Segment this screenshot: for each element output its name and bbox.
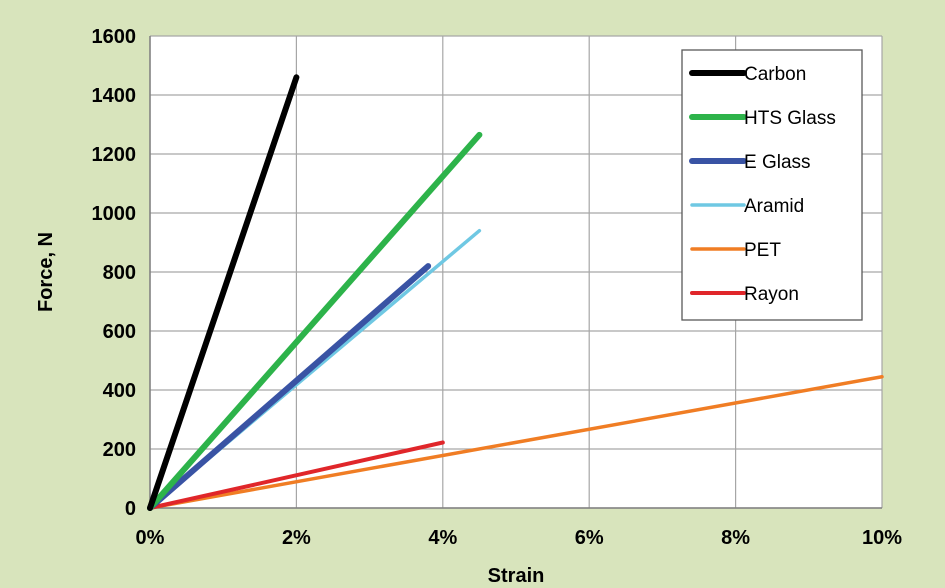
x-tick-label: 10% xyxy=(862,527,902,549)
series-line-hts-glass xyxy=(147,131,483,511)
legend-label: HTS Glass xyxy=(744,108,836,129)
y-tick-label: 1400 xyxy=(92,85,137,107)
x-axis-title: Strain xyxy=(488,565,545,587)
legend-label: E Glass xyxy=(744,152,811,173)
legend-label: Carbon xyxy=(744,64,806,85)
series-line-e-glass xyxy=(147,263,432,511)
y-tick-label: 1000 xyxy=(92,203,137,225)
legend-box xyxy=(681,49,863,321)
y-tick-label: 800 xyxy=(103,262,136,284)
legend-label: Rayon xyxy=(744,284,799,305)
y-tick-label: 400 xyxy=(103,380,136,402)
y-tick-label: 600 xyxy=(103,321,136,343)
series-line-carbon xyxy=(147,74,300,511)
x-tick-label: 4% xyxy=(428,527,457,549)
y-tick-label: 200 xyxy=(103,439,136,461)
y-axis-title: Force, N xyxy=(35,232,57,312)
y-tick-label: 1200 xyxy=(92,144,137,166)
x-tick-label: 0% xyxy=(136,527,165,549)
y-tick-label: 1600 xyxy=(92,26,137,48)
series-line-rayon xyxy=(148,440,445,510)
x-tick-label: 6% xyxy=(575,527,604,549)
series-line-pet xyxy=(148,374,884,510)
legend-label: PET xyxy=(744,240,781,261)
x-tick-label: 8% xyxy=(721,527,750,549)
legend-label: Aramid xyxy=(744,196,804,217)
x-tick-label: 2% xyxy=(282,527,311,549)
y-tick-label: 0 xyxy=(125,498,136,520)
